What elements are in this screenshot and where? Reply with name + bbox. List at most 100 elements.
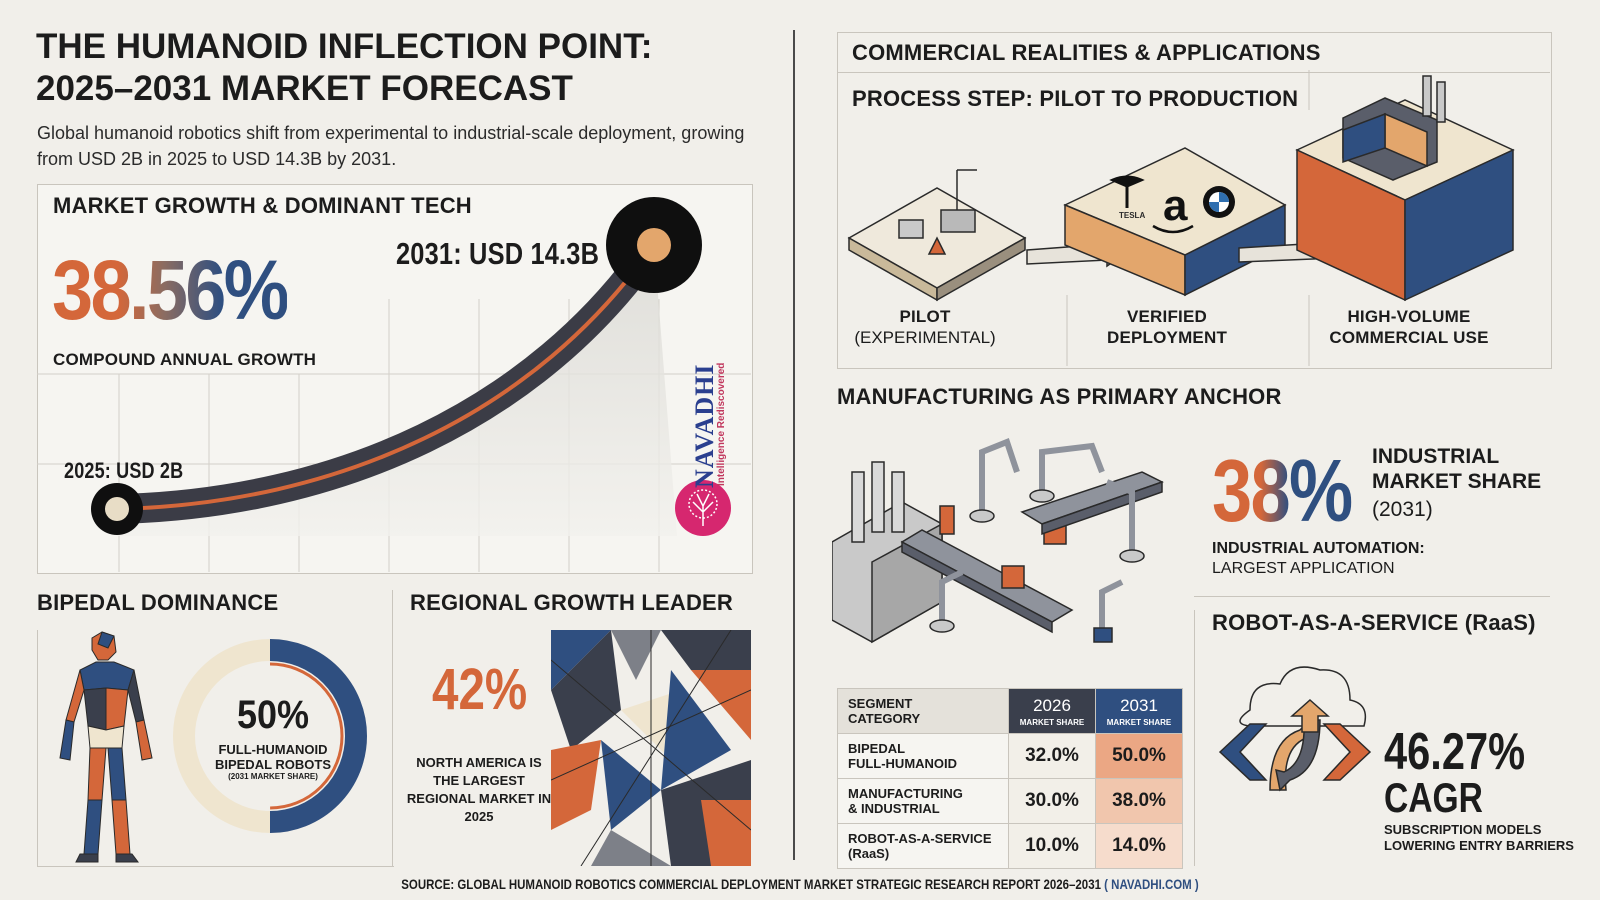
bmw-logo-icon	[1203, 186, 1235, 218]
verified-block	[1063, 147, 1287, 297]
header-2026-sub: MARKET SHARE	[1019, 717, 1085, 727]
title-line-1: THE HUMANOID INFLECTION POINT:	[36, 27, 653, 66]
bipedal-share-sublabel: (2031 MARKET SHARE)	[228, 772, 318, 781]
table-row: ROBOT-AS-A-SERVICE (RaaS) 10.0% 14.0%	[837, 823, 1183, 869]
row-value-2026: 32.0%	[1008, 733, 1096, 779]
raas-cagr-label: CAGR	[1384, 774, 1483, 821]
region-description: NORTH AMERICA IS THE LARGEST REGIONAL MA…	[406, 755, 552, 824]
start-value-label: 2025: USD 2B	[64, 458, 184, 483]
navadhi-logo-tagline: Intelligence Rediscovered	[716, 362, 727, 486]
segment-share-table: SEGMENT CATEGORY 2026 MARKET SHARE 2031 …	[837, 688, 1183, 869]
manufacturing-note-line1: INDUSTRIAL AUTOMATION:	[1212, 540, 1425, 557]
brand-tesla: TESLA	[1119, 211, 1145, 220]
center-divider	[793, 30, 795, 860]
bipedal-donut-chart	[173, 639, 367, 833]
header-2031-sub: MARKET SHARE	[1106, 717, 1172, 727]
raas-cagr-value: 46.27%	[1384, 723, 1526, 781]
process-step-title: PROCESS STEP: PILOT TO PRODUCTION	[852, 86, 1299, 111]
navadhi-logo-icon	[675, 480, 731, 536]
pilot-block	[847, 169, 1027, 302]
donut-share-arc	[269, 639, 367, 833]
table-header-2031: 2031 MARKET SHARE	[1095, 688, 1183, 734]
step-high-volume-line1: HIGH-VOLUME	[1347, 307, 1471, 326]
source-link[interactable]: ( NAVADHI.COM )	[1104, 876, 1199, 892]
cagr-value: 38.56%	[52, 242, 290, 339]
manufacturing-share-value: 38%	[1212, 440, 1353, 542]
row-value-2031: 38.0%	[1095, 778, 1183, 824]
manufacturing-label-line2: MARKET SHARE	[1372, 470, 1542, 493]
row-value-2026: 30.0%	[1008, 778, 1096, 824]
header-category-line1: SEGMENT	[848, 696, 913, 711]
manufacturing-share-year: (2031)	[1372, 498, 1433, 521]
table-header-2026: 2026 MARKET SHARE	[1008, 688, 1096, 734]
header-category-line2: CATEGORY	[848, 711, 921, 726]
row-category: BIPEDAL FULL-HUMANOID	[837, 733, 1009, 779]
step-pilot-line1: PILOT	[899, 307, 951, 326]
manufacturing-note-line2: LARGEST APPLICATION	[1212, 560, 1395, 577]
commercial-panel	[837, 32, 1552, 369]
factory-block	[1295, 75, 1515, 302]
table-header-category: SEGMENT CATEGORY	[837, 688, 1009, 734]
tesla-logo-icon	[1109, 175, 1145, 208]
table-header-row: SEGMENT CATEGORY 2026 MARKET SHARE 2031 …	[837, 688, 1183, 734]
step-high-volume: HIGH-VOLUME COMMERCIAL USE	[1289, 306, 1529, 348]
row-value-2031: 50.0%	[1095, 733, 1183, 779]
bipedal-title: BIPEDAL DOMINANCE	[37, 590, 279, 615]
brand-amazon: a	[1163, 181, 1188, 230]
header-2031-year: 2031	[1120, 695, 1158, 715]
manufacturing-share-label: INDUSTRIAL MARKET SHARE	[1372, 444, 1541, 494]
step-high-volume-line2: COMMERCIAL USE	[1329, 328, 1489, 347]
pilot-to-production-diagram: TESLA a	[847, 70, 1515, 366]
row-category-line2: & INDUSTRIAL	[848, 801, 940, 816]
source-footer: SOURCE: GLOBAL HUMANOID ROBOTICS COMMERC…	[144, 876, 1456, 892]
manufacturing-title: MANUFACTURING AS PRIMARY ANCHOR	[837, 384, 1282, 409]
cagr-value-text: 38.56%	[52, 243, 290, 337]
manufacturing-rule	[1194, 596, 1550, 597]
region-divider	[392, 590, 393, 866]
raas-divider	[1194, 610, 1195, 866]
bipedal-panel	[37, 630, 394, 867]
row-value-2031: 14.0%	[1095, 823, 1183, 869]
raas-note-line1: SUBSCRIPTION MODELS	[1384, 822, 1542, 837]
bipedal-share-value: 50%	[236, 693, 310, 737]
amazon-smile-icon	[1152, 224, 1194, 234]
step-pilot-line2: (EXPERIMENTAL)	[854, 328, 996, 347]
step-verified-line1: VERIFIED	[1126, 307, 1207, 326]
end-value-label: 2031: USD 14.3B	[396, 236, 600, 271]
region-title: REGIONAL GROWTH LEADER	[410, 590, 733, 615]
row-category: ROBOT-AS-A-SERVICE (RaaS)	[837, 823, 1009, 869]
cagr-label: COMPOUND ANNUAL GROWTH	[53, 350, 317, 369]
step-verified: VERIFIED DEPLOYMENT	[1047, 306, 1287, 348]
header-2026-year: 2026	[1033, 695, 1071, 715]
raas-note: SUBSCRIPTION MODELS LOWERING ENTRY BARRI…	[1384, 822, 1574, 854]
row-category-line1: MANUFACTURING	[848, 786, 963, 801]
geometric-pattern-art	[551, 630, 751, 866]
row-category: MANUFACTURING & INDUSTRIAL	[837, 778, 1009, 824]
factory-assembly-illustration	[832, 438, 1164, 644]
growth-area	[117, 244, 677, 536]
humanoid-figure-icon	[59, 631, 153, 863]
growth-panel-title: MARKET GROWTH & DOMINANT TECH	[53, 193, 472, 218]
table-row: BIPEDAL FULL-HUMANOID 32.0% 50.0%	[837, 733, 1183, 779]
bipedal-share-label: FULL-HUMANOID BIPEDAL ROBOTS	[214, 742, 332, 772]
step-verified-line2: DEPLOYMENT	[1106, 328, 1228, 347]
region-value: 42%	[432, 657, 528, 722]
row-value-2026: 10.0%	[1008, 823, 1096, 869]
manufacturing-label-line1: INDUSTRIAL	[1372, 445, 1500, 468]
growth-curve-line	[116, 242, 656, 511]
raas-note-line2: LOWERING ENTRY BARRIERS	[1384, 838, 1574, 853]
page-subtitle: Global humanoid robotics shift from expe…	[37, 123, 745, 169]
page-title: THE HUMANOID INFLECTION POINT: 2025–2031…	[36, 26, 756, 110]
row-category-line1: ROBOT-AS-A-SERVICE	[848, 831, 992, 846]
commercial-title: COMMERCIAL REALITIES & APPLICATIONS	[852, 40, 1321, 65]
raas-title: ROBOT-AS-A-SERVICE (RaaS)	[1212, 610, 1536, 635]
row-category-line2: FULL-HUMANOID	[848, 756, 958, 771]
manufacturing-share-value-text: 38%	[1212, 441, 1353, 540]
raas-cloud-cycle-icon	[1218, 666, 1372, 792]
table-row: MANUFACTURING & INDUSTRIAL 30.0% 38.0%	[837, 778, 1183, 824]
title-line-2: 2025–2031 MARKET FORECAST	[36, 69, 573, 108]
source-text: SOURCE: GLOBAL HUMANOID ROBOTICS COMMERC…	[401, 876, 1101, 892]
growth-curve-chart	[37, 197, 751, 572]
step-pilot: PILOT (EXPERIMENTAL)	[805, 306, 1045, 348]
row-category-line1: BIPEDAL	[848, 741, 906, 756]
